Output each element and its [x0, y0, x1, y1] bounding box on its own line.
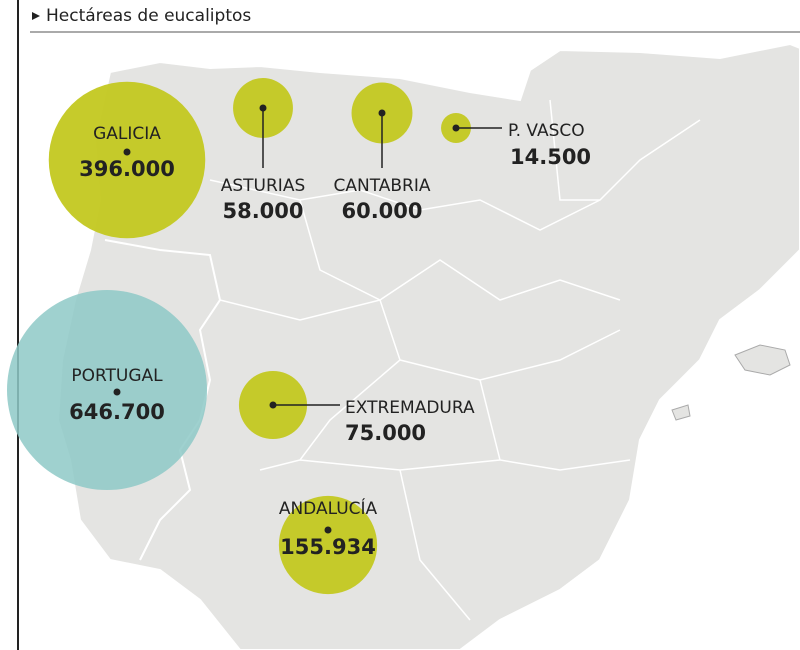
region-value: 58.000 [222, 199, 303, 223]
region-borders [209, 99, 701, 621]
bubble [278, 495, 378, 595]
region-value: 155.934 [280, 535, 376, 559]
dot [324, 526, 332, 534]
region-name: ANDALUCÍA [279, 497, 378, 519]
bubble [7, 290, 207, 490]
island [734, 344, 791, 376]
dot [269, 401, 277, 409]
dot [452, 124, 460, 132]
region-value: 396.000 [79, 157, 175, 181]
region-value: 14.500 [510, 145, 591, 169]
title: Hectáreas de eucaliptos [46, 6, 251, 26]
region-name: GALICIA [93, 124, 161, 144]
region-value: 646.700 [69, 400, 165, 424]
region-name: PORTUGAL [71, 366, 163, 386]
region-value: 60.000 [341, 199, 422, 223]
dot [378, 109, 386, 117]
title-marker [32, 12, 40, 20]
dot [113, 388, 121, 396]
region-name: P. VASCO [508, 121, 585, 141]
region-name: EXTREMADURA [345, 398, 475, 418]
region-value: 75.000 [345, 421, 426, 445]
border [104, 239, 222, 561]
region-name: ASTURIAS [221, 176, 306, 196]
dot [123, 148, 131, 156]
bubble [48, 81, 206, 239]
region-name: CANTABRIA [333, 176, 430, 196]
dot [259, 104, 267, 112]
island [671, 404, 691, 421]
